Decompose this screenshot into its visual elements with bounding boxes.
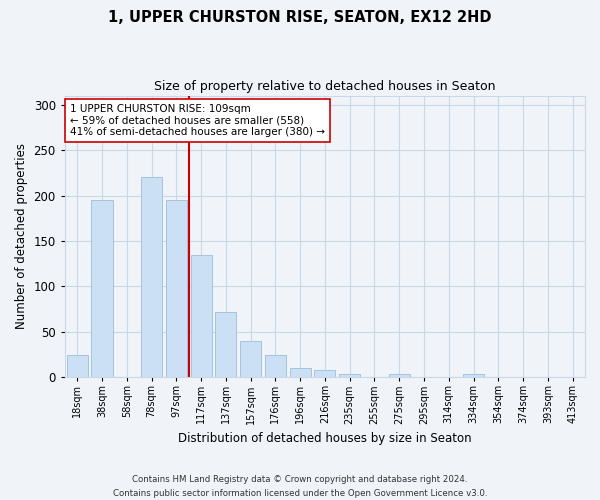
- Bar: [265, 354, 286, 377]
- Bar: [215, 312, 236, 377]
- Bar: [191, 254, 212, 377]
- Y-axis label: Number of detached properties: Number of detached properties: [15, 144, 28, 330]
- Bar: [240, 341, 261, 377]
- Bar: [67, 356, 88, 377]
- Bar: [141, 178, 162, 377]
- Text: Contains HM Land Registry data © Crown copyright and database right 2024.
Contai: Contains HM Land Registry data © Crown c…: [113, 476, 487, 498]
- Bar: [166, 200, 187, 377]
- Title: Size of property relative to detached houses in Seaton: Size of property relative to detached ho…: [154, 80, 496, 93]
- X-axis label: Distribution of detached houses by size in Seaton: Distribution of detached houses by size …: [178, 432, 472, 445]
- Bar: [389, 374, 410, 377]
- Bar: [91, 200, 113, 377]
- Bar: [463, 374, 484, 377]
- Bar: [339, 374, 360, 377]
- Text: 1, UPPER CHURSTON RISE, SEATON, EX12 2HD: 1, UPPER CHURSTON RISE, SEATON, EX12 2HD: [108, 10, 492, 25]
- Bar: [314, 370, 335, 377]
- Bar: [290, 368, 311, 377]
- Text: 1 UPPER CHURSTON RISE: 109sqm
← 59% of detached houses are smaller (558)
41% of : 1 UPPER CHURSTON RISE: 109sqm ← 59% of d…: [70, 104, 325, 137]
